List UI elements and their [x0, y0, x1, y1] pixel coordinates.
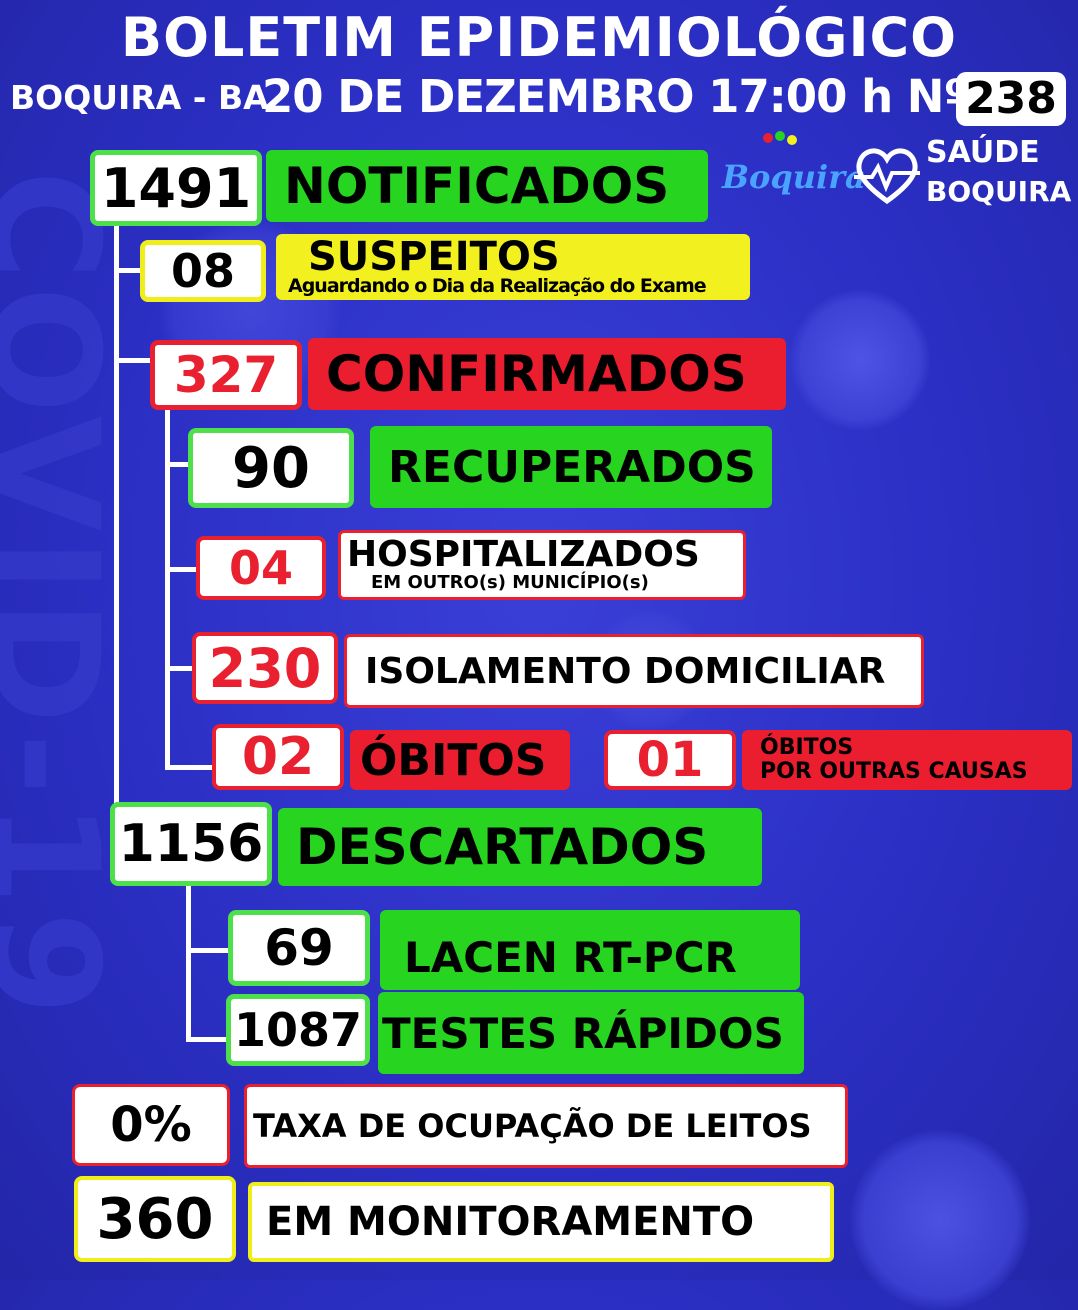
confirmados-value: 327 — [150, 340, 302, 410]
monitoramento-value: 360 — [74, 1176, 236, 1262]
tree-line — [186, 1037, 226, 1042]
testes-rapidos-value: 1087 — [226, 994, 370, 1066]
obitos-outras-label-line1: ÓBITOS — [760, 735, 854, 760]
health-logo: SAÚDE BOQUIRA — [852, 135, 1072, 215]
suspeitos-value: 08 — [140, 240, 266, 302]
descartados-value: 1156 — [110, 802, 272, 886]
hospitalizados-label-text: HOSPITALIZADOS — [347, 534, 700, 575]
suspeitos-label: SUSPEITOS Aguardando o Dia da Realização… — [276, 234, 750, 300]
testes-rapidos-label-text: TESTES RÁPIDOS — [382, 1008, 784, 1058]
recuperados-label: RECUPERADOS — [370, 426, 772, 508]
obitos-label: ÓBITOS — [350, 730, 570, 790]
recuperados-value: 90 — [188, 428, 354, 508]
heart-pulse-icon — [854, 148, 920, 205]
obitos-outras-value: 01 — [604, 730, 736, 790]
notificados-value: 1491 — [90, 150, 262, 226]
suspeitos-sublabel: Aguardando o Dia da Realização do Exame — [288, 275, 707, 297]
monitoramento-label-text: EM MONITORAMENTO — [266, 1199, 755, 1245]
obitos-label-text: ÓBITOS — [360, 734, 547, 786]
ocupacao-label: TAXA DE OCUPAÇÃO DE LEITOS — [244, 1084, 848, 1168]
hospitalizados-value: 04 — [196, 536, 326, 600]
virus-decoration-icon — [790, 290, 930, 430]
isolamento-label-text: ISOLAMENTO DOMICILIAR — [365, 650, 886, 692]
descartados-label: DESCARTADOS — [278, 808, 762, 886]
tree-line — [114, 268, 142, 273]
city-logo-text: Boquira — [722, 158, 866, 196]
covid-background-text: COVID-19 — [0, 170, 130, 1022]
figures-icon — [763, 131, 797, 145]
tree-line — [165, 567, 197, 572]
tree-line-confirmados — [165, 408, 170, 770]
hospitalizados-label: HOSPITALIZADOS EM OUTRO(s) MUNICÍPIO(s) — [338, 530, 746, 600]
testes-rapidos-label: TESTES RÁPIDOS — [378, 992, 804, 1074]
tree-line — [165, 765, 215, 770]
obitos-outras-label-line2: POR OUTRAS CAUSAS — [760, 759, 1028, 784]
tree-line — [114, 358, 154, 363]
hospitalizados-sublabel: EM OUTRO(s) MUNICÍPIO(s) — [371, 572, 649, 593]
lacen-label: LACEN RT-PCR — [380, 910, 800, 990]
city-label: BOQUIRA - BA — [10, 78, 269, 117]
date-time-label: 20 DE DEZEMBRO 17:00 h Nº: — [262, 70, 986, 123]
tree-line-descartados — [186, 884, 191, 1042]
health-logo-line2: BOQUIRA — [926, 175, 1072, 208]
confirmados-label-text: CONFIRMADOS — [326, 345, 747, 403]
ocupacao-value: 0% — [72, 1084, 230, 1166]
ocupacao-label-text: TAXA DE OCUPAÇÃO DE LEITOS — [253, 1107, 812, 1145]
recuperados-label-text: RECUPERADOS — [388, 441, 756, 493]
tree-line — [186, 948, 230, 953]
obitos-value: 02 — [212, 724, 344, 790]
health-logo-line1: SAÚDE — [926, 135, 1040, 170]
monitoramento-label: EM MONITORAMENTO — [248, 1182, 834, 1262]
confirmados-label: CONFIRMADOS — [308, 338, 786, 410]
notificados-label-text: NOTIFICADOS — [284, 157, 670, 215]
lacen-value: 69 — [228, 910, 370, 986]
notificados-label: NOTIFICADOS — [266, 150, 708, 222]
suspeitos-label-text: SUSPEITOS — [308, 234, 560, 280]
page-title: BOLETIM EPIDEMIOLÓGICO — [120, 6, 958, 69]
virus-decoration-icon — [850, 1130, 1030, 1310]
lacen-label-text: LACEN RT-PCR — [404, 932, 737, 982]
descartados-label-text: DESCARTADOS — [296, 818, 709, 876]
tree-line-main — [114, 226, 119, 826]
tree-line — [165, 666, 193, 671]
city-logo: Boquira — [718, 128, 866, 206]
isolamento-label: ISOLAMENTO DOMICILIAR — [344, 634, 924, 708]
tree-line — [165, 462, 193, 467]
bulletin-number: 238 — [956, 72, 1066, 126]
obitos-outras-label: ÓBITOS POR OUTRAS CAUSAS — [742, 730, 1072, 790]
isolamento-value: 230 — [192, 632, 338, 704]
